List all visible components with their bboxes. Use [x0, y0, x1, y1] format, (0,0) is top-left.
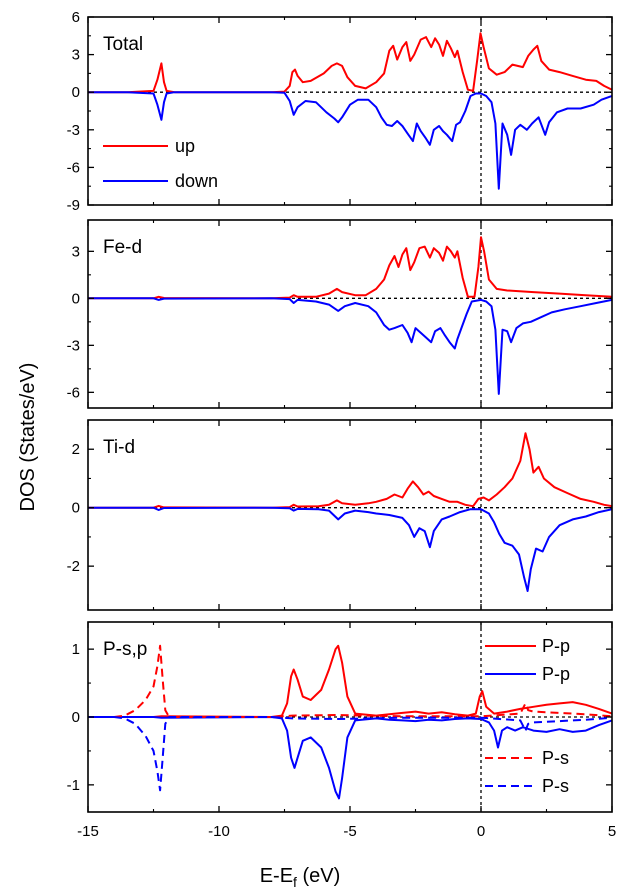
panel-0: -9 -6 -3 0 3 6 Total up down [67, 9, 613, 214]
x-axis-title-sub: f [293, 874, 297, 890]
series-up-line [88, 32, 612, 94]
y-tick-label: 0 [72, 290, 80, 307]
panel-frame [87, 16, 613, 206]
legend-label: P-s [542, 748, 569, 768]
y-tick-label: -2 [67, 558, 80, 575]
series-up-line [88, 432, 612, 509]
y-tick-label: 3 [72, 243, 80, 260]
x-tick-label: -10 [208, 823, 230, 840]
series-down-p-s-line [88, 716, 612, 792]
y-tick-label: 3 [72, 47, 80, 64]
series-group [88, 236, 612, 395]
series-down-line [88, 506, 612, 592]
legend-label: P-p [542, 664, 570, 684]
series-up-line [88, 236, 612, 300]
panel-label: P-s,p [103, 639, 147, 660]
panel-label: Ti-d [103, 437, 135, 458]
y-tick-label: -6 [67, 384, 80, 401]
y-tick-label: 1 [72, 641, 80, 658]
x-tick-label: -15 [77, 823, 99, 840]
x-axis-title: E-Ef (eV) [260, 865, 341, 890]
series-down-line [88, 297, 612, 395]
x-tick-label: 5 [608, 823, 616, 840]
legend-label: P-p [542, 636, 570, 656]
y-tick-label: -9 [67, 197, 80, 214]
panel-1: -6 -3 0 3 Fe-d [67, 219, 613, 409]
x-axis-title-unit: (eV) [297, 865, 340, 887]
y-tick-label: -1 [67, 777, 80, 794]
y-tick-label: 0 [72, 84, 80, 101]
series-group [88, 644, 612, 800]
y-tick-label: -3 [67, 122, 80, 139]
series-group [88, 32, 612, 190]
legend-label: up [175, 136, 195, 156]
series-down-p-p-line [88, 716, 612, 800]
panel-frame [87, 219, 613, 409]
y-tick-label: 2 [72, 441, 80, 458]
x-tick-label: 0 [477, 823, 485, 840]
panel-label: Total [103, 34, 143, 55]
panel-frame [87, 419, 613, 611]
y-tick-label: -3 [67, 337, 80, 354]
y-tick-label: 0 [72, 709, 80, 726]
panel-2: -2 0 2 Ti-d [67, 419, 613, 611]
series-up-p-p-line [88, 644, 612, 718]
legend-label: down [175, 171, 218, 191]
y-tick-label: 6 [72, 9, 80, 26]
series-group [88, 432, 612, 592]
y-tick-label: 0 [72, 500, 80, 517]
series-up-p-s-line [88, 644, 612, 718]
panels-layer: -9 -6 -3 0 3 6 Total up down -6 -3 0 3 Fe-d -2 0 2 Ti-d -1… [67, 9, 613, 813]
series-down-line [88, 91, 612, 190]
y-tick-label: -6 [67, 159, 80, 176]
x-axis: -15 -10 -5 0 5 [77, 823, 616, 840]
y-axis-title: DOS (States/eV) [17, 363, 39, 512]
legend-label: P-s [542, 776, 569, 796]
x-axis-title-main: E-E [260, 865, 293, 887]
panel-3: -1 0 1 P-s,p P-p P-p P-s P-s [67, 621, 613, 813]
panel-label: Fe-d [103, 237, 142, 258]
x-tick-label: -5 [343, 823, 356, 840]
